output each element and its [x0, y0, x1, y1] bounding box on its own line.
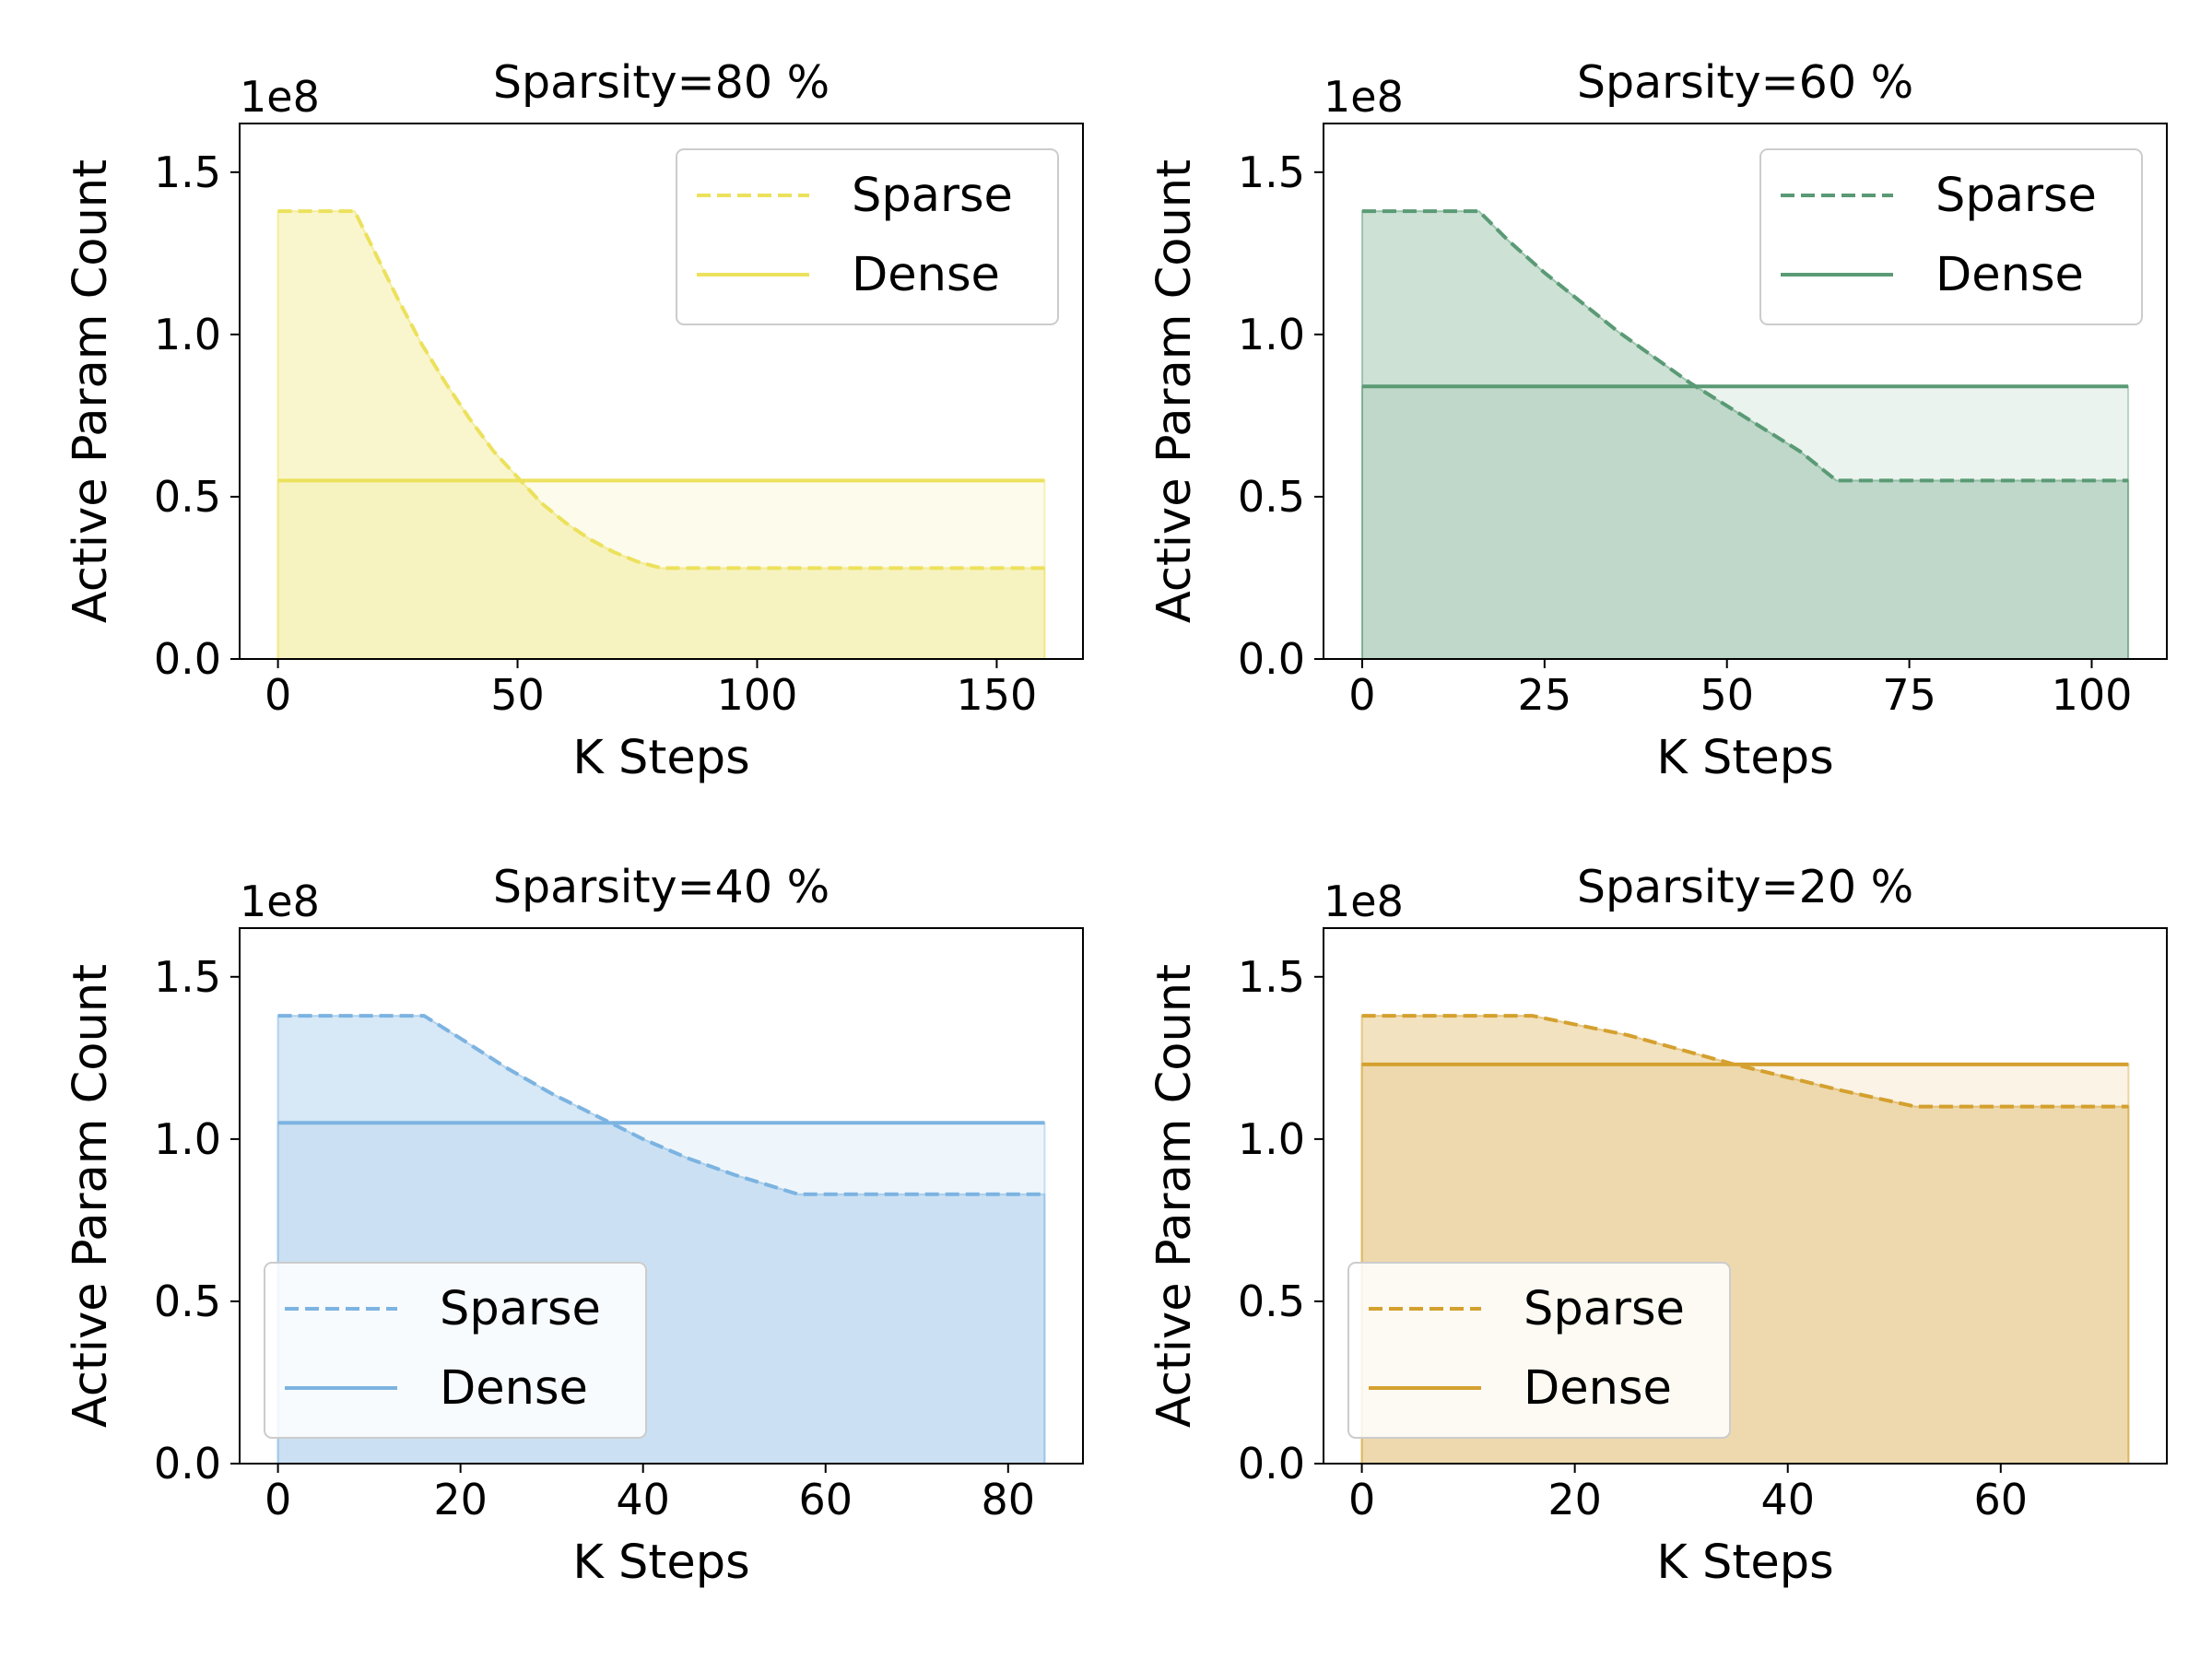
x-axis-label: K Steps: [1656, 1535, 1833, 1590]
axes-frame: [1323, 927, 2168, 1465]
y-tick-label: 0.5: [154, 472, 221, 522]
y-tick-label: 0.5: [1238, 1277, 1305, 1326]
chart-title: Sparsity=40 %: [493, 861, 830, 913]
x-tick-label: 25: [1518, 670, 1572, 720]
x-tick-label: 0: [1348, 1475, 1375, 1524]
legend-label: Sparse: [1936, 169, 2097, 223]
y-tick-label: 1.0: [1238, 310, 1305, 359]
y-tick-label: 1.5: [1238, 147, 1305, 197]
chart-panel: 0 25 50 75 100 0.0 0.5 1.0 1.5 1e8 Sparsity=60 % K …: [1147, 56, 2168, 785]
x-tick-label: 75: [1882, 670, 1936, 720]
y-offset-label: 1e8: [1324, 72, 1404, 122]
x-tick-label: 150: [957, 670, 1038, 720]
chart-title: Sparsity=20 %: [1577, 861, 1913, 913]
y-axis-label: Active Param Count: [1147, 964, 1202, 1428]
x-axis-label: K Steps: [572, 731, 749, 785]
x-tick-label: 0: [265, 670, 291, 720]
y-axis-label: Active Param Count: [1147, 159, 1202, 623]
axes-frame: [1323, 123, 2168, 660]
x-tick-label: 50: [1700, 670, 1754, 720]
x-tick-label: 100: [717, 670, 798, 720]
sparse-series-line: [277, 209, 1045, 571]
legend-box: [676, 148, 1059, 325]
y-tick-label: 0.0: [154, 634, 221, 684]
y-tick-label: 1.0: [154, 310, 221, 359]
y-tick-label: 0.0: [154, 1439, 221, 1488]
dense-fill-area: [1360, 385, 2130, 660]
legend-label: Sparse: [1524, 1282, 1685, 1336]
x-tick-label: 40: [1760, 1475, 1815, 1524]
y-tick-label: 1.5: [154, 147, 221, 197]
x-tick-label: 80: [982, 1475, 1036, 1524]
x-tick-label: 0: [1348, 670, 1375, 720]
y-axis-label: Active Param Count: [64, 964, 118, 1428]
legend-label: Dense: [1936, 248, 2084, 302]
x-tick-label: 20: [1547, 1475, 1602, 1524]
chart-title: Sparsity=80 %: [493, 56, 830, 109]
y-tick-label: 1.0: [1238, 1114, 1305, 1164]
x-tick-label: 100: [2052, 670, 2133, 720]
y-tick-label: 1.0: [154, 1114, 221, 1164]
x-tick-label: 20: [433, 1475, 488, 1524]
x-tick-label: 60: [798, 1475, 853, 1524]
y-offset-label: 1e8: [240, 877, 320, 926]
legend-box: [1759, 148, 2143, 325]
x-tick-label: 60: [1973, 1475, 2028, 1524]
legend-label: Dense: [1524, 1361, 1672, 1416]
legend-box: [1347, 1262, 1731, 1439]
axes-frame: [239, 927, 1084, 1465]
legend: Sparse Dense: [1347, 1262, 1731, 1439]
y-axis-label: Active Param Count: [64, 159, 118, 623]
legend-label: Dense: [852, 248, 1000, 302]
sparse-series-line: [1361, 1014, 2129, 1109]
y-tick-label: 0.5: [1238, 472, 1305, 522]
y-tick-label: 0.5: [154, 1277, 221, 1326]
legend-box: [264, 1262, 647, 1439]
x-axis-label: K Steps: [1656, 731, 1833, 785]
x-tick-label: 40: [616, 1475, 670, 1524]
y-tick-label: 0.0: [1238, 1439, 1305, 1488]
y-offset-label: 1e8: [1324, 877, 1404, 926]
chart-panel: 0 20 40 60 80 0.0 0.5 1.0 1.5 1e8 Sparsity=40 % K S…: [64, 861, 1084, 1590]
x-axis-label: K Steps: [572, 1535, 749, 1590]
y-tick-label: 0.0: [1238, 634, 1305, 684]
legend-label: Dense: [440, 1361, 588, 1416]
legend: Sparse Dense: [264, 1262, 647, 1439]
x-tick-label: 0: [265, 1475, 291, 1524]
sparse-series-line: [1361, 209, 2129, 483]
legend: Sparse Dense: [1759, 148, 2143, 325]
y-tick-label: 1.5: [154, 952, 221, 1002]
legend-label: Sparse: [440, 1282, 601, 1336]
y-tick-label: 1.5: [1238, 952, 1305, 1002]
chart-title: Sparsity=60 %: [1577, 56, 1913, 109]
chart-panel: 0 20 40 60 0.0 0.5 1.0 1.5 1e8 Sparsity=20 % K Ste…: [1147, 861, 2168, 1590]
sparse-series-line: [277, 1014, 1045, 1196]
chart-panel: 0 50 100 150 0.0 0.5 1.0 1.5 1e8 Sparsity=80 % K S…: [64, 56, 1084, 785]
legend: Sparse Dense: [676, 148, 1059, 325]
y-offset-label: 1e8: [240, 72, 320, 122]
legend-label: Sparse: [852, 169, 1013, 223]
x-tick-label: 50: [490, 670, 545, 720]
axes-frame: [239, 123, 1084, 660]
